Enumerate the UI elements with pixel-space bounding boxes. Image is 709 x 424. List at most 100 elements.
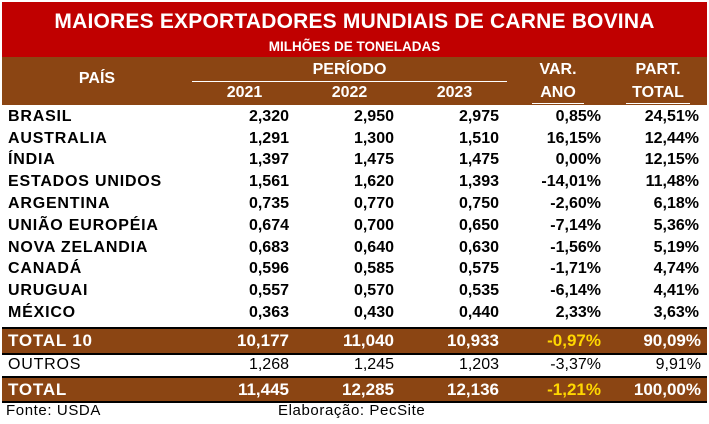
row-2022: 0,570 bbox=[353, 282, 394, 300]
header-part: PART. bbox=[635, 61, 681, 78]
row-2022: 0,770 bbox=[353, 195, 394, 213]
row-2022: 1,620 bbox=[353, 173, 394, 191]
row-part: 4,41% bbox=[653, 282, 699, 300]
total-label: TOTAL bbox=[8, 379, 68, 399]
row-country: ÍNDIA bbox=[8, 151, 56, 169]
country-table: BRASIL 2,320 2,950 2,975 0,85% 24,51% AUSTRALI… bbox=[2, 106, 707, 324]
header-total-underline bbox=[626, 103, 690, 104]
row-var: 16,15% bbox=[546, 129, 601, 147]
row-2023: 2,975 bbox=[458, 107, 499, 125]
row-2021: 0,683 bbox=[248, 238, 289, 256]
row-part: 3,63% bbox=[653, 304, 699, 322]
row-2021: 0,735 bbox=[248, 195, 289, 213]
total10-part: 90,09% bbox=[643, 331, 701, 350]
outros-2021: 1,268 bbox=[248, 356, 289, 373]
row-part: 5,19% bbox=[653, 238, 699, 256]
outros-part: 9,91% bbox=[655, 356, 701, 373]
row-country: CANADÁ bbox=[8, 260, 83, 278]
table-row: NOVA ZELANDIA 0,683 0,640 0,630 -1,56% 5,19% bbox=[2, 237, 707, 259]
total10-label: TOTAL 10 bbox=[8, 331, 93, 350]
header-periodo: PERÍODO bbox=[312, 61, 387, 78]
header-ano-underline bbox=[532, 103, 584, 104]
outros-var: -3,37% bbox=[550, 356, 601, 373]
row-2023: 1,393 bbox=[458, 173, 499, 191]
total10-2021: 10,177 bbox=[237, 331, 289, 350]
row-2022: 0,430 bbox=[353, 304, 394, 322]
total10-var: -0,97% bbox=[547, 331, 601, 350]
row-2023: 0,650 bbox=[458, 216, 499, 234]
row-2023: 0,440 bbox=[458, 304, 499, 322]
row-2023: 0,535 bbox=[458, 282, 499, 300]
row-2021: 2,320 bbox=[248, 107, 289, 125]
total-2022: 12,285 bbox=[342, 379, 394, 399]
row-2021: 0,363 bbox=[248, 304, 289, 322]
table-title: MAIORES EXPORTADORES MUNDIAIS DE CARNE B… bbox=[54, 10, 655, 33]
table-row: MÉXICO 0,363 0,430 0,440 2,33% 3,63% bbox=[2, 302, 707, 324]
row-2022: 0,700 bbox=[353, 216, 394, 234]
header-var: VAR. bbox=[539, 61, 577, 78]
header-2021: 2021 bbox=[226, 84, 263, 101]
row-part: 24,51% bbox=[644, 107, 699, 125]
row-var: -7,14% bbox=[550, 216, 601, 234]
table-row: AUSTRALIA 1,291 1,300 1,510 16,15% 12,44% bbox=[2, 128, 707, 150]
row-2021: 1,561 bbox=[248, 173, 289, 191]
row-2021: 1,397 bbox=[248, 151, 289, 169]
row-country: URUGUAI bbox=[8, 282, 89, 300]
row-var: 2,33% bbox=[555, 304, 601, 322]
row-2021: 1,291 bbox=[248, 129, 289, 147]
title-bar: MAIORES EXPORTADORES MUNDIAIS DE CARNE B… bbox=[2, 2, 707, 57]
row-2022: 0,585 bbox=[353, 260, 394, 278]
table-row: CANADÁ 0,596 0,585 0,575 -1,71% 4,74% bbox=[2, 259, 707, 281]
header-2023: 2023 bbox=[436, 84, 473, 101]
row-var: -1,71% bbox=[550, 260, 601, 278]
row-country: ARGENTINA bbox=[8, 195, 111, 213]
header-2022: 2022 bbox=[331, 84, 368, 101]
row-country: BRASIL bbox=[8, 107, 73, 125]
row-part: 5,36% bbox=[653, 216, 699, 234]
row-2021: 0,557 bbox=[248, 282, 289, 300]
header-pais: PAÍS bbox=[78, 70, 116, 87]
total10-row: TOTAL 10 10,177 11,040 10,933 -0,97% 90,… bbox=[2, 327, 707, 355]
table-row: URUGUAI 0,557 0,570 0,535 -6,14% 4,41% bbox=[2, 280, 707, 302]
row-var: -1,56% bbox=[550, 238, 601, 256]
row-2022: 1,300 bbox=[353, 129, 394, 147]
header-periodo-underline bbox=[192, 81, 507, 82]
table-row: BRASIL 2,320 2,950 2,975 0,85% 24,51% bbox=[2, 106, 707, 128]
row-country: NOVA ZELANDIA bbox=[8, 238, 149, 256]
row-part: 6,18% bbox=[653, 195, 699, 213]
outros-2022: 1,245 bbox=[353, 356, 394, 373]
outros-label: OUTROS bbox=[8, 356, 82, 373]
header-ano: ANO bbox=[540, 84, 576, 101]
table-row: UNIÃO EUROPÉIA 0,674 0,700 0,650 -7,14% 5,36% bbox=[2, 215, 707, 237]
total-2023: 12,136 bbox=[447, 379, 499, 399]
table-row: ESTADOS UNIDOS 1,561 1,620 1,393 -14,01% 11,4… bbox=[2, 171, 707, 193]
row-var: -14,01% bbox=[541, 173, 601, 191]
row-var: 0,00% bbox=[555, 151, 601, 169]
total-row: TOTAL 11,445 12,285 12,136 -1,21% 100,00… bbox=[2, 376, 707, 403]
row-2023: 0,630 bbox=[458, 238, 499, 256]
total-var: -1,21% bbox=[547, 379, 601, 399]
table-header: PAÍS PERÍODO 2021 2022 2023 VAR. ANO PAR… bbox=[2, 57, 707, 105]
total-2021: 11,445 bbox=[237, 379, 289, 399]
row-2022: 2,950 bbox=[353, 107, 394, 125]
table-subtitle: MILHÕES DE TONELADAS bbox=[268, 39, 441, 54]
row-2023: 1,475 bbox=[458, 151, 499, 169]
outros-2023: 1,203 bbox=[458, 356, 499, 373]
header-total: TOTAL bbox=[632, 84, 684, 101]
row-2023: 0,750 bbox=[458, 195, 499, 213]
row-part: 12,44% bbox=[644, 129, 699, 147]
row-country: AUSTRALIA bbox=[8, 129, 108, 147]
row-part: 11,48% bbox=[645, 173, 699, 191]
row-country: UNIÃO EUROPÉIA bbox=[8, 216, 159, 234]
row-var: -6,14% bbox=[550, 282, 601, 300]
row-2023: 1,510 bbox=[458, 129, 499, 147]
row-country: MÉXICO bbox=[8, 304, 76, 322]
total10-2023: 10,933 bbox=[447, 331, 499, 350]
country-rows: BRASIL 2,320 2,950 2,975 0,85% 24,51% AUSTRALI… bbox=[2, 106, 707, 324]
row-2022: 0,640 bbox=[353, 238, 394, 256]
row-2021: 0,596 bbox=[248, 260, 289, 278]
total10-2022: 11,040 bbox=[342, 331, 394, 350]
row-var: 0,85% bbox=[555, 107, 601, 125]
row-country: ESTADOS UNIDOS bbox=[8, 173, 163, 191]
